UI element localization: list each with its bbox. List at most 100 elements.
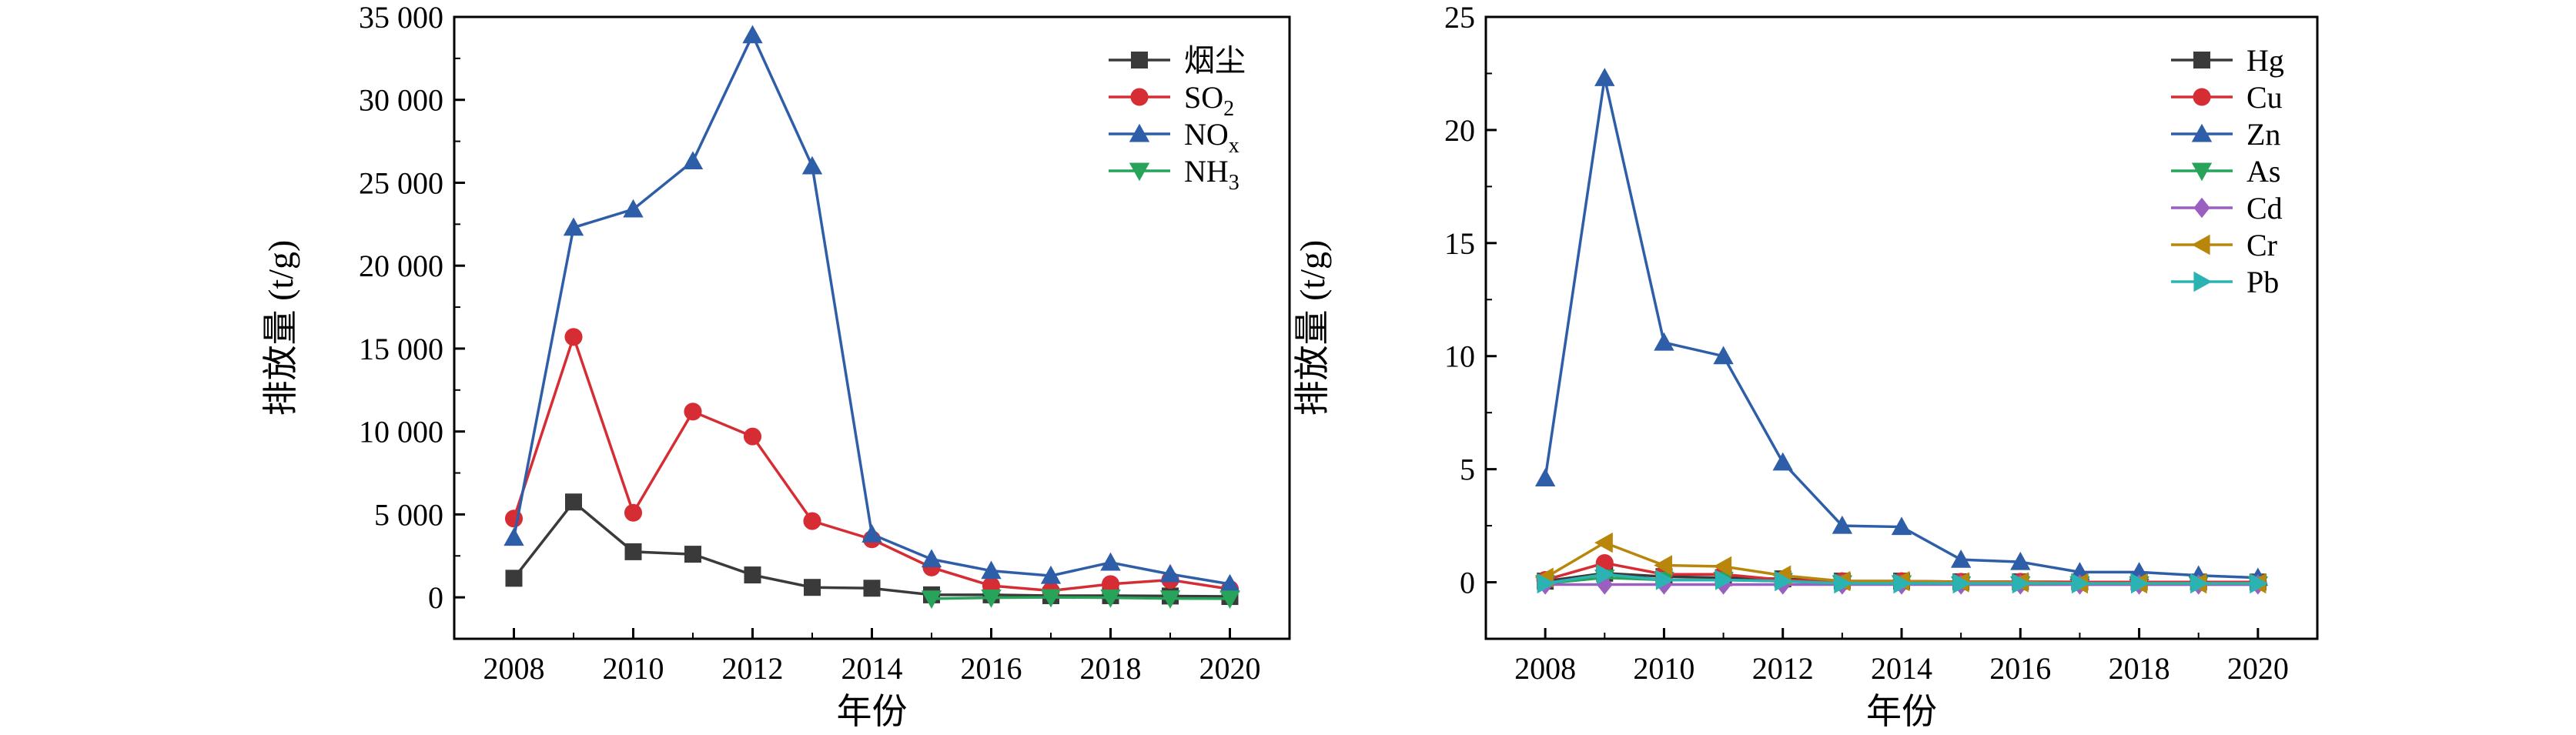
legend-marker xyxy=(2193,197,2210,219)
data-point xyxy=(1596,564,1615,585)
legend-entry: Pb xyxy=(2171,265,2279,299)
data-point xyxy=(981,590,1002,608)
data-point xyxy=(1832,515,1853,534)
x-tick-label: 2014 xyxy=(841,651,903,686)
y-axis-label: 排放量 (t/g) xyxy=(1293,240,1332,416)
series-group xyxy=(503,25,1240,610)
x-tick-label: 2008 xyxy=(483,651,545,686)
legend-marker xyxy=(2191,123,2213,142)
data-point xyxy=(2010,551,2031,570)
data-point xyxy=(1534,468,1556,486)
y-tick-label: 0 xyxy=(1460,566,1475,600)
data-point xyxy=(1100,590,1121,608)
legend-entry: Hg xyxy=(2171,43,2284,78)
data-point xyxy=(565,493,582,511)
data-point xyxy=(1040,565,1062,584)
chart-heavy-metals: 2008 2010 2012 2014 2016 2018 2020 0 5 10 15 20 25 年份… xyxy=(1293,0,2319,731)
data-point xyxy=(1100,552,1121,571)
data-point xyxy=(623,199,644,218)
legend-marker xyxy=(2193,52,2210,68)
legend-marker xyxy=(2191,234,2210,256)
data-point xyxy=(1654,332,1674,351)
y-tick-label: 15 000 xyxy=(359,332,443,366)
data-point xyxy=(1950,549,1972,568)
series-line xyxy=(512,332,1230,593)
data-point xyxy=(1952,573,1972,594)
legend-entry: NOx xyxy=(1109,117,1239,158)
x-axis: 2008 2010 2012 2014 2016 2018 2020 xyxy=(483,628,1261,686)
legend-label: As xyxy=(2246,154,2280,189)
data-point xyxy=(742,25,763,44)
x-tick-label: 2008 xyxy=(1514,651,1576,686)
y-tick-label: 30 000 xyxy=(359,83,443,118)
data-point xyxy=(624,503,643,522)
x-tick-label: 2010 xyxy=(1633,651,1694,686)
data-point xyxy=(803,512,821,530)
series-2 xyxy=(503,25,1240,593)
data-point xyxy=(1159,590,1181,609)
x-tick-label: 2020 xyxy=(1199,651,1261,686)
y-tick-label: 10 xyxy=(1444,339,1475,374)
series-line xyxy=(1544,77,2258,580)
legend-entry: Cr xyxy=(2171,228,2277,262)
data-point xyxy=(1654,555,1672,576)
legend-label: Cr xyxy=(2246,228,2277,262)
data-point xyxy=(2131,573,2149,594)
data-point xyxy=(2250,573,2269,594)
data-point xyxy=(981,560,1002,580)
data-point xyxy=(1101,575,1120,593)
data-point xyxy=(682,151,704,170)
data-point xyxy=(921,549,942,568)
legend-entry: 烟尘 xyxy=(1109,43,1246,78)
data-point xyxy=(1159,563,1181,583)
series-2 xyxy=(1534,68,2269,586)
data-point xyxy=(624,543,642,560)
legend-label: SO2 xyxy=(1184,80,1234,121)
data-point xyxy=(861,524,882,543)
data-point xyxy=(503,527,524,546)
data-point xyxy=(804,579,821,596)
x-axis: 2008 2010 2012 2014 2016 2018 2020 xyxy=(1514,628,2289,686)
y-tick-label: 20 000 xyxy=(359,249,443,283)
legend-marker xyxy=(2191,162,2213,182)
series-line xyxy=(931,596,1230,600)
data-point xyxy=(2012,573,2031,594)
y-tick-label: 10 000 xyxy=(359,415,443,449)
legend-label: 烟尘 xyxy=(1184,43,1246,78)
x-axis-label: 年份 xyxy=(837,692,908,731)
data-point xyxy=(684,546,701,563)
legend-label: Zn xyxy=(2246,117,2280,152)
legend-entry: Zn xyxy=(2171,117,2280,152)
data-point xyxy=(1715,570,1734,590)
data-point xyxy=(2071,573,2090,594)
y-tick-label: 25 xyxy=(1444,0,1475,35)
legend-entry: SO2 xyxy=(1109,80,1234,121)
y-tick-label: 5 xyxy=(1460,453,1475,487)
legend-entry: As xyxy=(2171,154,2280,189)
y-tick-label: 25 000 xyxy=(359,165,443,200)
data-point xyxy=(564,328,583,346)
y-axis-label: 排放量 (t/g) xyxy=(261,240,300,416)
data-point xyxy=(505,570,523,587)
data-point xyxy=(921,590,942,610)
series-line xyxy=(512,32,1230,586)
y-tick-label: 35 000 xyxy=(359,0,443,35)
data-point xyxy=(1893,573,1912,594)
y-axis: 0 5 10 15 20 25 xyxy=(1444,0,1497,600)
data-point xyxy=(1040,589,1062,608)
y-tick-label: 5 000 xyxy=(374,497,443,532)
y-tick-label: 15 xyxy=(1444,226,1475,261)
series-0 xyxy=(505,493,1239,606)
x-tick-label: 2012 xyxy=(722,651,784,686)
data-point xyxy=(1219,573,1240,593)
x-tick-label: 2012 xyxy=(1752,651,1814,686)
data-point xyxy=(1713,556,1732,577)
x-axis-label: 年份 xyxy=(1866,692,1937,731)
data-point xyxy=(684,403,702,421)
data-point xyxy=(743,427,762,446)
x-tick-label: 2010 xyxy=(603,651,664,686)
y-tick-label: 20 xyxy=(1444,113,1475,148)
series-3 xyxy=(921,589,1240,610)
